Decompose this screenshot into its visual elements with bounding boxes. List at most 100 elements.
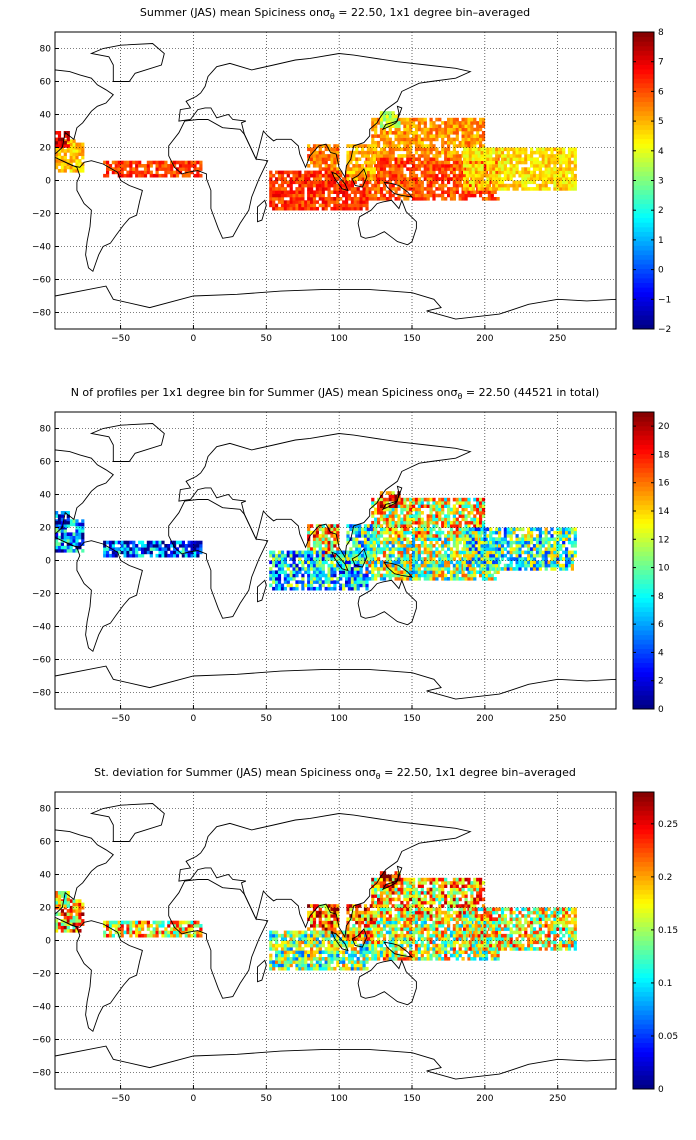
data-cell bbox=[132, 160, 136, 165]
data-cell bbox=[455, 924, 459, 928]
data-cell bbox=[304, 560, 308, 565]
data-cell bbox=[353, 206, 357, 211]
data-cell bbox=[444, 544, 448, 548]
data-cell bbox=[391, 924, 395, 928]
data-cell bbox=[444, 933, 448, 938]
data-cell bbox=[403, 940, 407, 945]
data-cell bbox=[449, 131, 454, 135]
data-cell bbox=[356, 190, 360, 194]
data-cell bbox=[377, 567, 381, 571]
data-cell bbox=[374, 953, 378, 958]
data-cell bbox=[444, 577, 448, 581]
data-cell bbox=[406, 511, 410, 515]
data-cell bbox=[455, 553, 459, 558]
data-cell bbox=[435, 150, 439, 155]
data-cell bbox=[327, 563, 331, 568]
data-cell bbox=[361, 144, 365, 148]
data-cell bbox=[447, 117, 451, 122]
data-cell bbox=[471, 180, 475, 185]
data-cell bbox=[374, 501, 378, 505]
data-cell bbox=[412, 160, 416, 165]
data-cell bbox=[196, 540, 200, 545]
data-cell bbox=[461, 173, 465, 178]
data-cell bbox=[330, 573, 334, 578]
data-cell bbox=[447, 121, 451, 125]
data-cell bbox=[406, 567, 410, 571]
data-cell bbox=[372, 144, 376, 148]
y-tick-label: 0 bbox=[45, 177, 51, 187]
data-cell bbox=[347, 577, 352, 581]
colorbar-segment bbox=[633, 537, 654, 543]
data-cell bbox=[429, 134, 433, 138]
data-cell bbox=[412, 193, 416, 198]
data-cell bbox=[479, 953, 483, 958]
data-cell bbox=[400, 167, 404, 171]
data-cell bbox=[447, 544, 451, 548]
data-cell bbox=[330, 180, 334, 185]
data-cell bbox=[312, 550, 317, 555]
data-cell bbox=[333, 157, 337, 161]
data-cell bbox=[170, 553, 174, 558]
data-cell bbox=[385, 530, 389, 535]
data-cell bbox=[336, 170, 340, 175]
data-cell bbox=[66, 532, 70, 536]
data-cell bbox=[477, 187, 481, 191]
data-cell bbox=[409, 167, 413, 171]
data-cell bbox=[498, 187, 502, 191]
data-cell bbox=[429, 567, 433, 571]
data-cell bbox=[394, 933, 398, 938]
data-cell bbox=[573, 550, 577, 555]
data-cell bbox=[359, 197, 363, 201]
data-cell bbox=[339, 197, 343, 201]
data-cell bbox=[379, 177, 384, 181]
data-cell bbox=[481, 131, 486, 135]
data-cell bbox=[158, 164, 162, 168]
data-cell bbox=[339, 183, 343, 188]
data-cell bbox=[535, 160, 540, 165]
data-cell bbox=[480, 527, 484, 532]
data-cell bbox=[57, 514, 62, 518]
data-cell bbox=[129, 160, 133, 165]
data-cell bbox=[199, 547, 203, 551]
data-cell bbox=[409, 187, 413, 191]
data-cell bbox=[368, 927, 372, 931]
data-cell bbox=[385, 524, 389, 528]
data-cell bbox=[355, 144, 359, 148]
data-cell bbox=[184, 164, 188, 168]
data-cell bbox=[379, 514, 384, 518]
data-cell bbox=[429, 164, 433, 168]
data-cell bbox=[289, 573, 293, 578]
data-cell bbox=[289, 190, 293, 194]
data-cell bbox=[394, 560, 398, 565]
x-tick-label: 0 bbox=[191, 334, 197, 344]
data-cell bbox=[547, 170, 551, 175]
data-cell bbox=[426, 950, 430, 954]
data-cell bbox=[426, 501, 430, 505]
data-cell bbox=[339, 203, 343, 208]
data-cell bbox=[447, 501, 451, 505]
data-cell bbox=[559, 180, 563, 185]
data-cell bbox=[286, 193, 290, 198]
data-cell bbox=[377, 504, 381, 508]
data-cell bbox=[435, 164, 439, 168]
data-cell bbox=[435, 933, 439, 938]
data-cell bbox=[111, 553, 115, 558]
data-cell bbox=[417, 121, 421, 125]
data-cell bbox=[417, 197, 421, 201]
data-cell bbox=[346, 154, 350, 158]
data-cell bbox=[355, 160, 359, 165]
data-cell bbox=[409, 504, 413, 508]
data-cell bbox=[391, 511, 395, 515]
data-cell bbox=[495, 187, 499, 191]
data-cell bbox=[449, 170, 454, 175]
data-cell bbox=[55, 549, 59, 553]
data-cell bbox=[409, 577, 413, 581]
data-cell bbox=[409, 540, 413, 545]
data-cell bbox=[117, 540, 121, 545]
data-cell bbox=[452, 507, 456, 512]
data-cell bbox=[315, 567, 319, 571]
data-cell bbox=[562, 563, 566, 568]
data-cell bbox=[135, 173, 139, 178]
data-cell bbox=[470, 511, 474, 515]
data-cell bbox=[324, 187, 328, 191]
